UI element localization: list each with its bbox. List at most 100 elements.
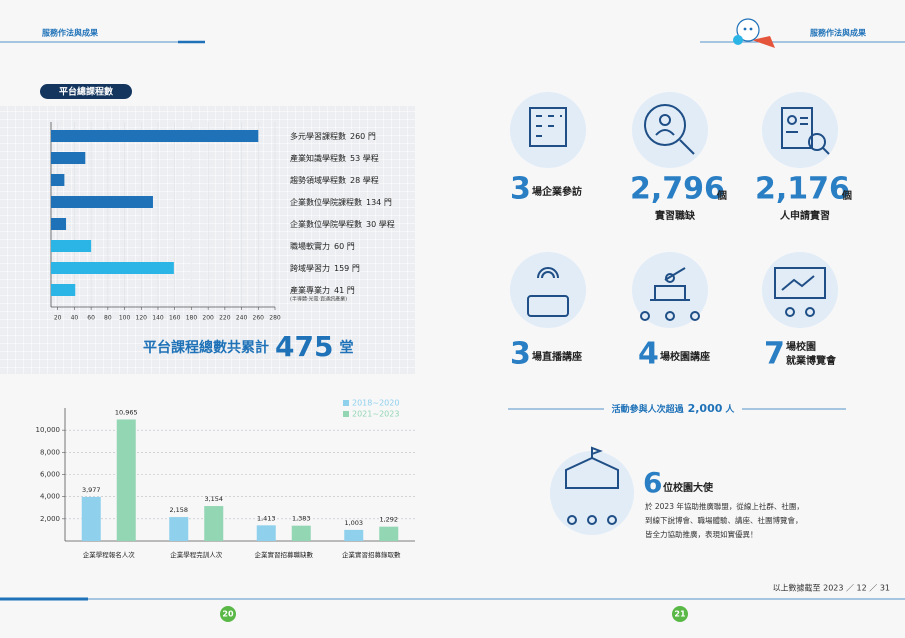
value-label: 134 門 — [366, 198, 392, 207]
x-tick-label: 240 — [236, 315, 248, 322]
total-number: 475 — [275, 330, 333, 363]
bar — [51, 218, 67, 230]
bar — [116, 419, 136, 541]
legend-label: 2021~2023 — [352, 410, 399, 419]
x-tick-label: 160 — [169, 315, 181, 322]
x-tick-label: 企業學程報名人次 — [83, 550, 136, 559]
y-tick-label: 2,000 — [40, 515, 60, 523]
stat-number: 7 — [764, 337, 785, 372]
header: 服務作法與成果 — [42, 28, 98, 38]
value-label: 60 門 — [334, 242, 355, 251]
page-badge — [220, 606, 236, 622]
icons — [527, 104, 830, 525]
participation-number: 2,000 — [688, 402, 723, 415]
section-title: 平台總課程數 — [59, 86, 114, 98]
participation: 活動參與人次超過 2,000 人 — [612, 402, 736, 415]
y-tick-label: 6,000 — [40, 471, 60, 479]
stat-label: 場直播講座 — [532, 350, 582, 363]
bar — [51, 262, 174, 274]
note: (半導體·光電·資通訊產業) — [290, 296, 347, 303]
stat-label: 場校園講座 — [660, 350, 710, 363]
bar-label: 跨域學習力 159 門 — [290, 263, 360, 273]
bar-label: 趨勢領域學程數 28 學程 — [290, 175, 379, 185]
bar — [256, 525, 276, 541]
legend-label: 2018~2020 — [352, 399, 399, 408]
x-tick-label: 100 — [119, 315, 131, 322]
value-label: 2,158 — [169, 506, 188, 514]
legend-swatch — [343, 411, 349, 417]
bar-label: 企業數位學院課程數 134 門 — [290, 197, 392, 207]
legend-swatch — [343, 400, 349, 406]
stat-number: 4 — [638, 337, 659, 372]
stat-number: 2,176 — [755, 172, 850, 207]
participation-prefix: 活動參與人次超過 — [612, 403, 685, 415]
course-chart: 20 40 60 80 100 120 140 160 180 200 220 240 260 280 多元… — [50, 122, 395, 322]
stat-number: 3 — [510, 337, 531, 372]
value-label: 1,383 — [292, 515, 311, 523]
x-tick-label: 20 — [54, 315, 62, 322]
bar — [291, 525, 311, 541]
bar — [51, 240, 92, 252]
bar-label: 產業專業力 41 門 — [290, 285, 355, 295]
stat-label: 實習職缺 — [655, 209, 696, 222]
value-label: 53 學程 — [350, 153, 379, 163]
value-label: 41 門 — [334, 286, 355, 295]
category-label: 多元學習課程數 — [290, 131, 346, 141]
ambassador-text: 於 2023 年協助推廣聯盟，從線上社群、社團， — [645, 501, 804, 511]
ambassador-label: 位校園大使 — [663, 481, 714, 494]
bar — [51, 130, 259, 142]
stat-label: 就業博覽會 — [786, 354, 837, 367]
stat-number: 2,796 — [630, 172, 725, 207]
participation-unit: 人 — [724, 403, 735, 415]
stat-label: 場校園 — [786, 340, 816, 353]
x-tick-label: 120 — [136, 315, 148, 322]
bar — [81, 496, 101, 541]
x-tick-label: 260 — [253, 315, 265, 322]
total-unit: 堂 — [339, 339, 353, 356]
bar — [204, 506, 224, 541]
y-tick-label: 4,000 — [40, 493, 60, 501]
value-label: 30 學程 — [366, 219, 395, 229]
category-label: 產業專業力 — [290, 285, 330, 295]
bar-label: 職場軟實力 60 門 — [290, 241, 355, 251]
stat-unit: 個 — [841, 189, 852, 202]
value-label: 10,965 — [115, 408, 138, 416]
total-prefix: 平台課程總數共累計 — [143, 339, 269, 356]
page-number: 20 — [222, 610, 234, 619]
value-label: 1,003 — [344, 519, 363, 527]
bar — [51, 284, 76, 296]
stat-label: 場企業參訪 — [532, 185, 582, 198]
x-tick-label: 企業學程完訓人次 — [170, 550, 223, 559]
x-tick-label: 280 — [269, 315, 281, 322]
stat-unit: 個 — [716, 189, 727, 202]
x-tick-label: 200 — [202, 315, 214, 322]
x-tick-label: 企業實習招募錄取數 — [342, 550, 401, 559]
value-label: 159 門 — [334, 264, 360, 273]
value-label: 3,977 — [82, 486, 101, 494]
x-tick-label: 企業實習招募職缺數 — [255, 550, 314, 559]
value-label: 260 門 — [350, 132, 376, 141]
value-label: 1,292 — [379, 516, 398, 524]
category-label: 企業數位學院學程數 — [290, 219, 362, 229]
category-label: 產業知識學程數 — [290, 153, 346, 163]
stat-number: 3 — [510, 172, 531, 207]
y-tick-label: 8,000 — [40, 448, 60, 456]
ambassador-text: 皆全力協助推廣，表現如實優異！ — [645, 529, 758, 539]
total-text: 平台課程總數共累計 475 堂 — [143, 330, 353, 363]
bar — [344, 529, 364, 541]
bar — [51, 152, 86, 164]
ambassador-text: 到線下說博會、職場體驗、講座、社團博覽會， — [645, 515, 803, 525]
value-label: 28 學程 — [350, 175, 379, 185]
x-tick-label: 140 — [152, 315, 164, 322]
bar — [51, 196, 153, 208]
section-pill — [40, 84, 132, 99]
bar — [51, 174, 65, 186]
x-tick-label: 220 — [219, 315, 231, 322]
page-badge — [672, 606, 688, 622]
stat-label: 人申請實習 — [780, 209, 830, 222]
category-label: 職場軟實力 — [290, 241, 330, 251]
category-label: 企業數位學院課程數 — [290, 197, 362, 207]
bar-label: 多元學習課程數 260 門 — [290, 131, 376, 141]
x-tick-label: 40 — [71, 315, 79, 322]
